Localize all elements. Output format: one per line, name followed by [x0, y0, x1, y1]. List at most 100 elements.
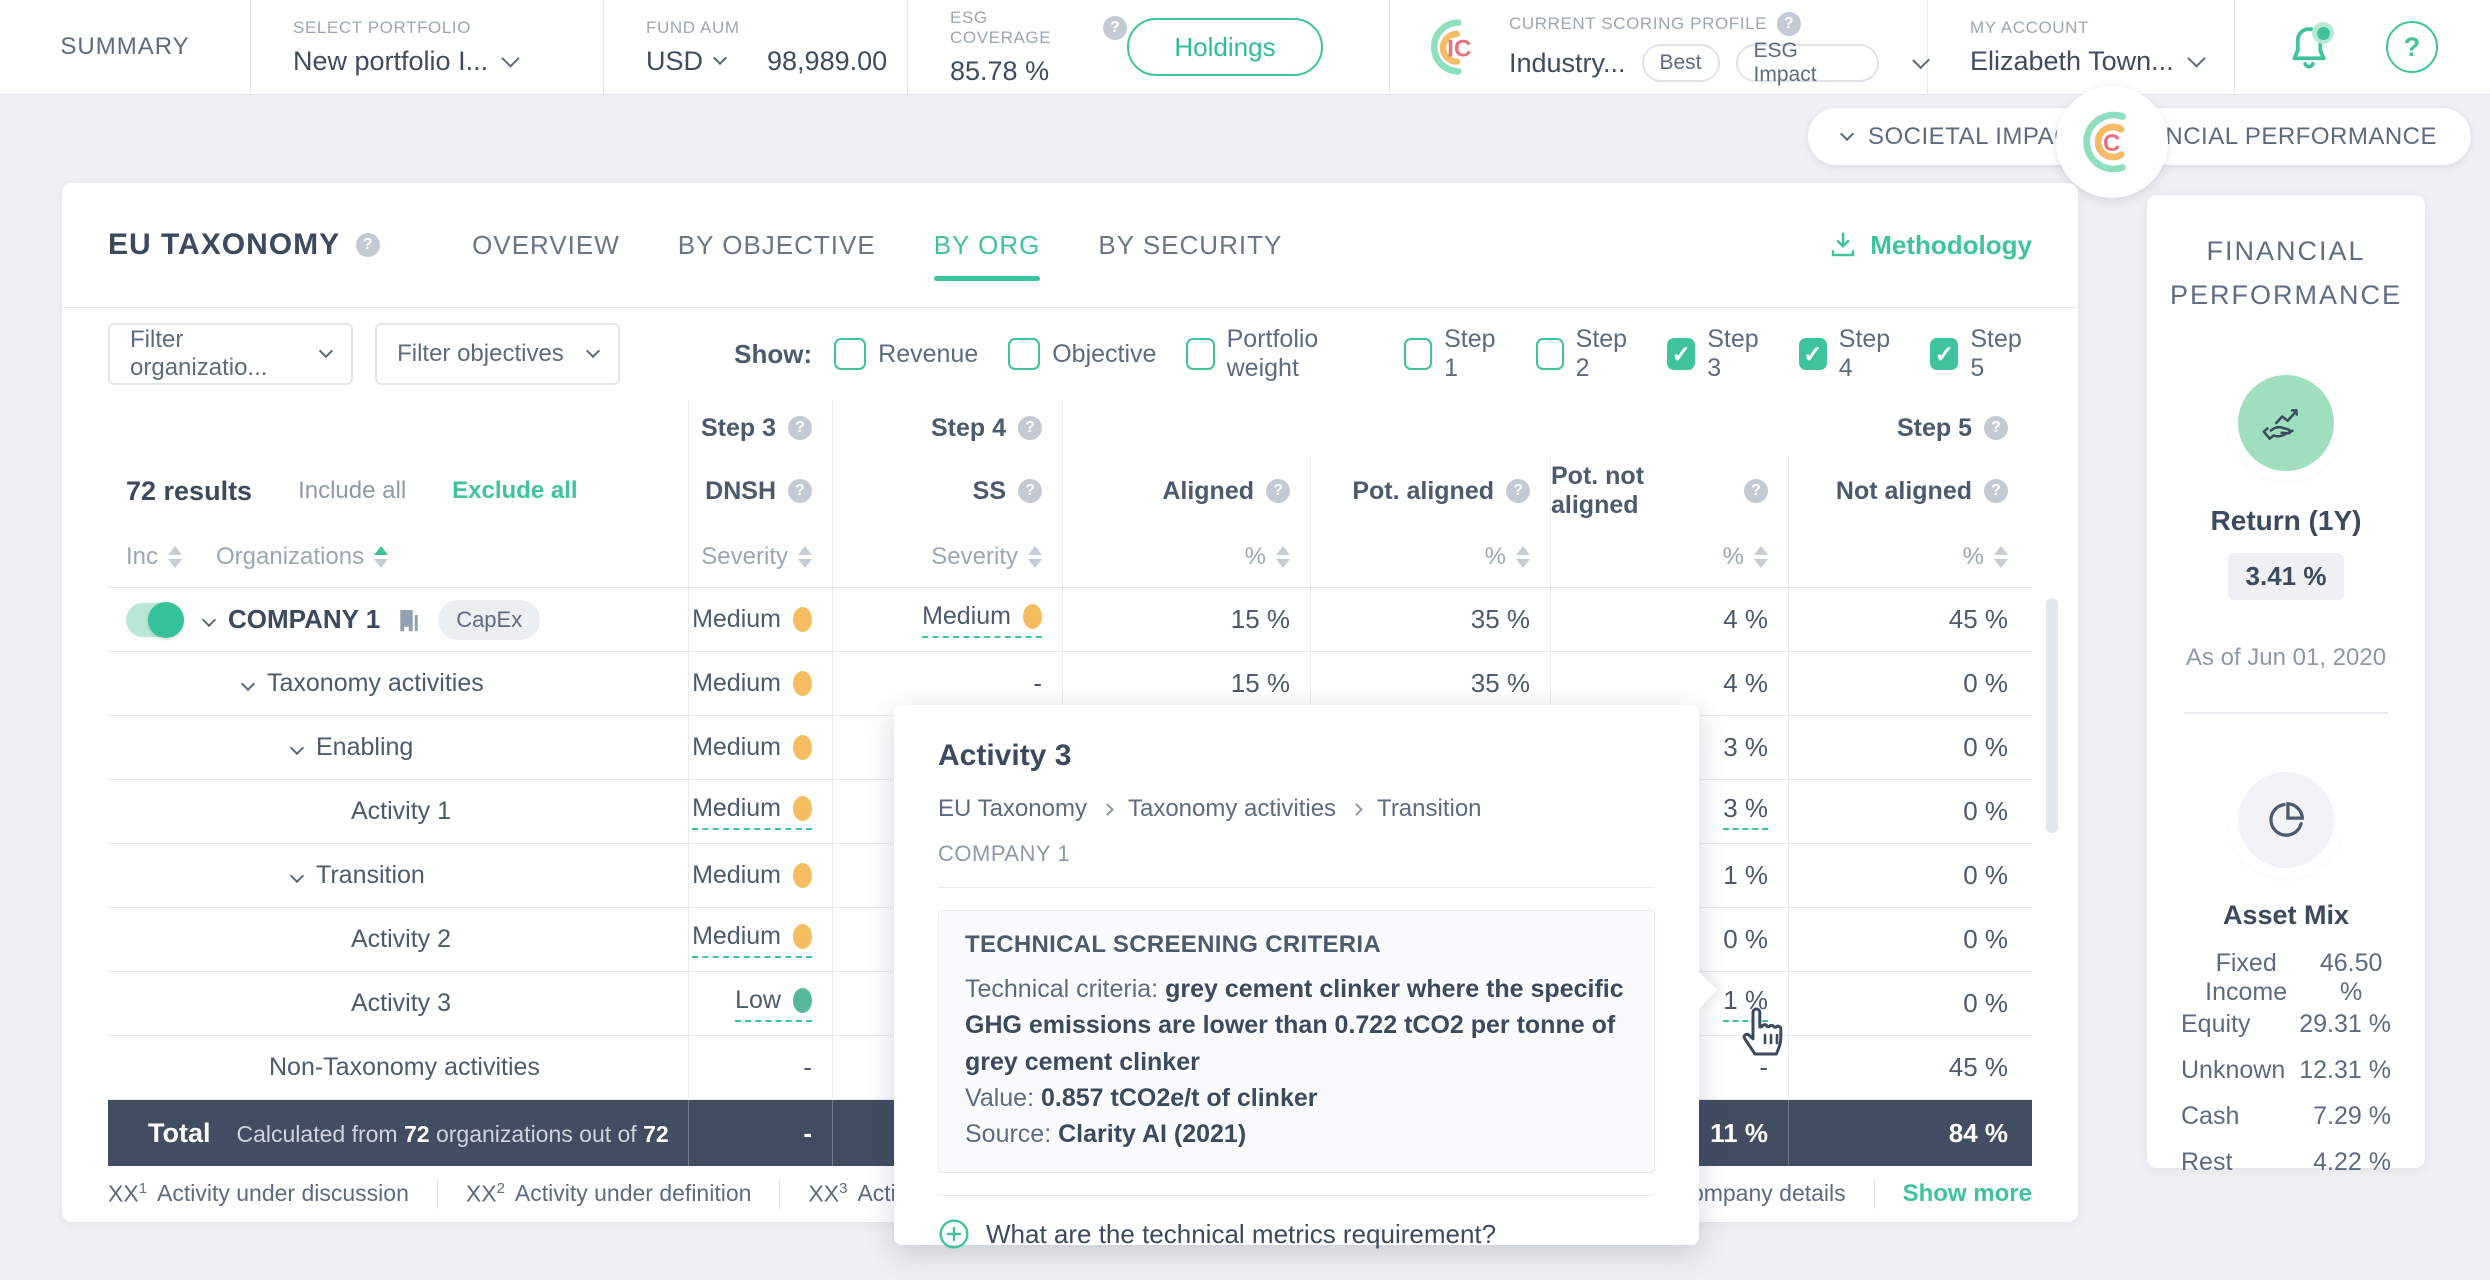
exclude-all-link[interactable]: Exclude all	[452, 477, 578, 504]
sort-arrows-icon[interactable]	[168, 545, 183, 568]
table-scrollbar[interactable]	[2046, 598, 2058, 833]
checkbox-checked-icon[interactable]	[1798, 338, 1827, 370]
checkbox-icon[interactable]	[1186, 338, 1215, 370]
tab-by-security[interactable]: BY SECURITY	[1098, 229, 1283, 260]
checkbox-icon[interactable]	[1404, 338, 1433, 370]
portfolio-selector[interactable]: SELECT PORTFOLIO New portfolio I...	[251, 0, 604, 94]
sort-arrows-icon[interactable]	[1028, 545, 1042, 568]
help-icon[interactable]: ?	[1984, 479, 2008, 503]
methodology-link[interactable]: Methodology	[1828, 230, 2032, 261]
scoring-profile-section[interactable]: IC CURRENT SCORING PROFILE? Industry... …	[1390, 0, 1930, 94]
company-details-link[interactable]: Company details	[1674, 1180, 1846, 1206]
org-name[interactable]: Activity 2	[351, 925, 452, 953]
societal-impact-toggle[interactable]: SOCIETAL IMPACT	[1839, 123, 2087, 151]
sort-aligned-pct[interactable]: %	[1245, 543, 1290, 571]
sort-dnsh-severity[interactable]: Severity	[701, 543, 812, 571]
sort-arrows-icon[interactable]	[1754, 545, 1768, 568]
help-icon[interactable]: ?	[1018, 479, 1042, 503]
help-icon[interactable]: ?	[1018, 416, 1042, 440]
help-icon[interactable]: ?	[1777, 12, 1802, 36]
help-icon[interactable]: ?	[1984, 416, 2008, 440]
breadcrumb-item[interactable]: Taxonomy activities	[1127, 795, 1337, 822]
chevron-down-icon[interactable]	[201, 612, 217, 627]
sort-arrows-icon[interactable]	[1516, 545, 1530, 568]
show-more-link[interactable]: Show more	[1902, 1179, 2032, 1207]
chevron-down-icon[interactable]	[501, 48, 520, 68]
technical-metrics-question[interactable]: What are the technical metrics requireme…	[938, 1218, 1655, 1250]
asset-mix-row: Fixed Income 46.50 %	[2181, 949, 2391, 1006]
notifications-bell-icon[interactable]	[2282, 20, 2336, 74]
tab-overview[interactable]: OVERVIEW	[472, 229, 620, 260]
aum-amount: 98,989.00	[767, 45, 888, 76]
asset-label: Unknown	[2181, 1055, 2286, 1084]
sort-pot-not-aligned-pct[interactable]: %	[1723, 543, 1768, 571]
column-header-row: 72 results Include all Exclude all DNSH?…	[108, 456, 2032, 526]
help-icon[interactable]: ?	[788, 479, 812, 503]
checkbox-revenue[interactable]: Revenue	[834, 338, 978, 370]
summary-nav[interactable]: SUMMARY	[0, 0, 251, 94]
checkbox-icon[interactable]	[1008, 338, 1041, 370]
checkbox-icon[interactable]	[1535, 338, 1564, 370]
checkbox-icon[interactable]	[834, 338, 867, 370]
checkbox-step-3[interactable]: Step 3	[1667, 325, 1769, 383]
include-all-link[interactable]: Include all	[298, 477, 407, 504]
currency-select[interactable]: USD	[646, 46, 728, 77]
tab-by-org[interactable]: BY ORG	[933, 216, 1041, 281]
checkbox-checked-icon[interactable]	[1667, 338, 1696, 370]
help-icon[interactable]: ?	[1103, 15, 1127, 40]
sort-not-aligned-pct[interactable]: %	[1963, 543, 2008, 571]
help-icon[interactable]: ?	[1506, 479, 1530, 503]
pot-not-aligned-value[interactable]: 3 %	[1723, 793, 1768, 830]
chevron-down-icon[interactable]	[712, 50, 728, 66]
checkbox-step-5[interactable]: Step 5	[1930, 325, 2032, 383]
medium-severity-dot-icon	[1023, 603, 1042, 629]
org-name[interactable]: Taxonomy activities	[267, 669, 484, 697]
org-name[interactable]: Activity 1	[351, 797, 452, 825]
include-toggle[interactable]	[126, 601, 184, 638]
help-icon[interactable]: ?	[1266, 479, 1290, 503]
dnsh-severity-value[interactable]: Medium	[692, 922, 812, 958]
org-name[interactable]: Activity 3	[351, 989, 452, 1017]
chevron-down-icon[interactable]	[289, 868, 305, 883]
org-name[interactable]: Enabling	[316, 733, 414, 761]
sort-ss-severity[interactable]: Severity	[931, 543, 1042, 571]
chevron-down-icon[interactable]	[2186, 48, 2206, 68]
help-icon[interactable]: ?	[356, 233, 381, 257]
filter-organizations-dropdown[interactable]: Filter organizatio...	[108, 323, 354, 385]
checkbox-step-1[interactable]: Step 1	[1404, 325, 1506, 383]
org-name[interactable]: COMPANY 1	[228, 604, 381, 634]
dnsh-severity-value[interactable]: Medium	[692, 605, 812, 634]
clarity-logo[interactable]: C	[2056, 86, 2168, 198]
holdings-button[interactable]: Holdings	[1127, 18, 1323, 76]
checkbox-step-4[interactable]: Step 4	[1798, 325, 1901, 383]
chevron-down-icon[interactable]	[240, 676, 256, 691]
chevron-down-icon[interactable]	[289, 740, 305, 755]
sort-inc[interactable]: Inc	[126, 543, 183, 571]
sort-arrows-icon[interactable]	[798, 545, 812, 568]
checkbox-objective[interactable]: Objective	[1008, 338, 1156, 370]
pot-aligned-value: 35 %	[1470, 668, 1530, 698]
help-icon[interactable]: ?	[1744, 479, 1768, 503]
org-name[interactable]: Non-Taxonomy activities	[269, 1053, 540, 1081]
tab-by-objective[interactable]: BY OBJECTIVE	[677, 229, 876, 260]
sort-pot-aligned-pct[interactable]: %	[1485, 543, 1530, 571]
dnsh-severity-value[interactable]: Medium	[692, 794, 812, 830]
sort-organizations[interactable]: Organizations	[216, 543, 389, 571]
my-account-section[interactable]: MY ACCOUNT Elizabeth Town...	[1928, 0, 2235, 94]
org-name[interactable]: Transition	[316, 861, 425, 889]
company-building-icon[interactable]	[394, 605, 424, 635]
checkbox-portfolio-weight[interactable]: Portfolio weight	[1186, 325, 1374, 383]
breadcrumb-item[interactable]: EU Taxonomy	[938, 795, 1087, 822]
filter-objectives-dropdown[interactable]: Filter objectives	[375, 323, 621, 385]
help-icon[interactable]: ?	[2386, 21, 2438, 73]
scoring-profile-logo-icon: IC	[1430, 19, 1471, 75]
sort-arrows-icon[interactable]	[374, 545, 389, 568]
checkbox-step-2[interactable]: Step 2	[1535, 325, 1638, 383]
help-icon[interactable]: ?	[788, 416, 812, 440]
sort-arrows-icon[interactable]	[1276, 545, 1290, 568]
dnsh-severity-value[interactable]: Low	[735, 986, 812, 1022]
sort-arrows-icon[interactable]	[1994, 545, 2008, 568]
checkbox-checked-icon[interactable]	[1930, 338, 1959, 370]
ss-severity-value[interactable]: Medium	[922, 602, 1042, 638]
breadcrumb-item[interactable]: Transition	[1377, 795, 1482, 822]
